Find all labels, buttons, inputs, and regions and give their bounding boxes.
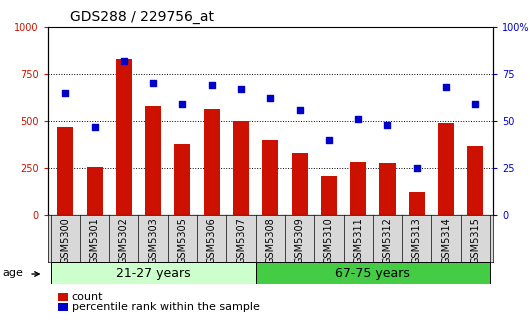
Point [149, 81, 157, 86]
Bar [51, 262, 255, 284]
Text: GSM5306: GSM5306 [207, 217, 217, 264]
Bar [255, 262, 490, 284]
Text: GSM5309: GSM5309 [295, 217, 305, 264]
Text: percentile rank within the sample: percentile rank within the sample [72, 302, 259, 312]
Point [383, 122, 392, 127]
Text: age: age [3, 268, 23, 278]
Text: GSM5311: GSM5311 [353, 217, 363, 264]
Text: GSM5302: GSM5302 [119, 217, 129, 264]
Bar [57, 127, 73, 215]
Point [295, 107, 304, 112]
Bar [409, 193, 425, 215]
Text: GSM5307: GSM5307 [236, 217, 246, 264]
Text: count: count [72, 292, 103, 302]
Text: 67-75 years: 67-75 years [335, 266, 410, 280]
Point [237, 86, 245, 92]
Text: GSM5315: GSM5315 [470, 217, 480, 264]
Bar [350, 162, 366, 215]
Bar [174, 144, 190, 215]
Text: GDS288 / 229756_at: GDS288 / 229756_at [70, 10, 214, 25]
Text: GSM5301: GSM5301 [90, 217, 100, 264]
Point [178, 101, 187, 107]
Bar [321, 176, 337, 215]
Point [266, 96, 275, 101]
Text: GSM5305: GSM5305 [178, 217, 188, 264]
Point [61, 90, 69, 95]
Text: GSM5303: GSM5303 [148, 217, 158, 264]
Point [120, 58, 128, 64]
Point [471, 101, 480, 107]
Text: 21-27 years: 21-27 years [116, 266, 190, 280]
Text: GSM5300: GSM5300 [60, 217, 70, 264]
Text: GSM5308: GSM5308 [266, 217, 275, 264]
Bar [116, 59, 132, 215]
Bar [145, 106, 161, 215]
Text: GSM5313: GSM5313 [412, 217, 422, 264]
Point [90, 124, 99, 129]
Bar [233, 121, 249, 215]
Point [412, 165, 421, 171]
Bar [262, 140, 278, 215]
Text: GSM5310: GSM5310 [324, 217, 334, 264]
Point [442, 84, 450, 90]
Bar [204, 109, 220, 215]
Text: GSM5312: GSM5312 [383, 217, 392, 264]
Bar [438, 123, 454, 215]
Text: GSM5314: GSM5314 [441, 217, 451, 264]
Point [354, 116, 363, 122]
Bar [467, 146, 483, 215]
Bar [86, 167, 103, 215]
Point [207, 83, 216, 88]
Point [325, 137, 333, 142]
Bar [379, 163, 395, 215]
Bar [292, 153, 307, 215]
